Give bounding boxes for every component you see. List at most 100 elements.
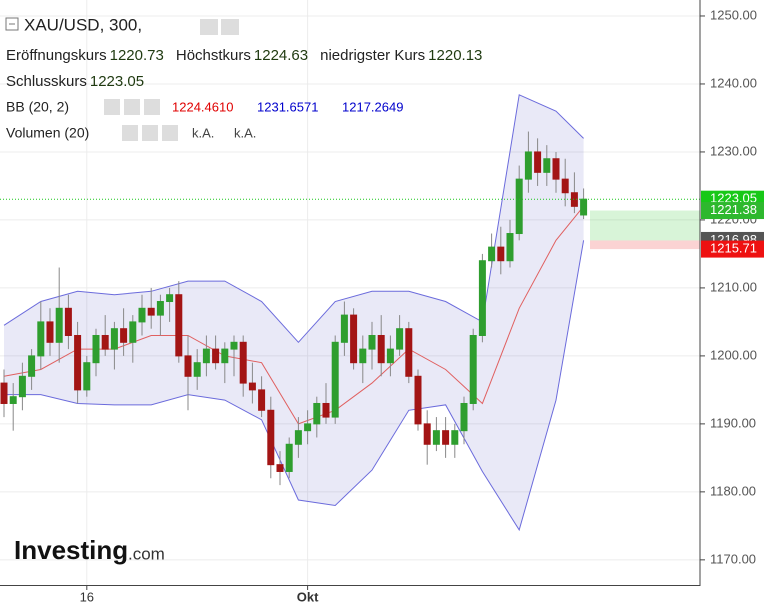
axis-labels: 1170.00 1180.00 1190.00 1200.00 1210.00 1220.… [80, 7, 764, 604]
indicator-value: 1217.2649 [342, 99, 403, 114]
candle-body [138, 307, 146, 323]
candle-body [147, 307, 155, 316]
candle-body [580, 198, 588, 216]
candle-body [221, 348, 229, 364]
symbol: XAU/USD, 300, [24, 15, 142, 34]
candle-body [0, 382, 8, 404]
price-label-box [701, 202, 764, 220]
icon[interactable] [200, 19, 218, 35]
candle-body [423, 423, 431, 445]
candle-body [248, 382, 256, 391]
legend-value: 1223.05 [90, 73, 144, 90]
candle-body [469, 334, 477, 404]
candle-body [534, 151, 542, 173]
y-tick-label: 1200.00 [710, 347, 757, 362]
candle-body [18, 375, 26, 398]
y-tick-label: 1230.00 [710, 143, 757, 158]
candle-body [340, 314, 348, 343]
candle-body [451, 430, 459, 445]
price-label: 1221.38 [710, 202, 757, 217]
candle-body [359, 348, 367, 364]
watermark-text: Investing [14, 535, 128, 565]
candle-body [506, 233, 514, 262]
indicator-value: 1224.4610 [172, 99, 233, 114]
bb-line [4, 240, 585, 532]
y-tick-label: 1240.00 [710, 75, 757, 90]
candle-body [239, 341, 247, 384]
indicator-name: BB (20, 2) [6, 99, 69, 115]
y-tick-label: 1170.00 [710, 551, 756, 566]
icon[interactable] [162, 125, 178, 141]
candle-body [543, 158, 551, 173]
price-label: 1215.71 [710, 241, 757, 256]
candle-body [478, 260, 486, 336]
candle-body [350, 314, 358, 364]
candle-body [101, 334, 109, 350]
candle-body [396, 328, 404, 350]
icon[interactable] [142, 125, 158, 141]
candle-body [28, 355, 36, 377]
indicator-value: k.A. [192, 125, 214, 140]
legend-value: 1224.63 [254, 47, 308, 64]
legend-label: Höchstkurs [176, 47, 251, 64]
candle-body [405, 328, 413, 377]
plot [0, 94, 700, 532]
candle-body [212, 348, 220, 364]
candle-body [322, 402, 330, 418]
candle-body [377, 334, 385, 364]
candle-body [497, 246, 505, 262]
candle-body [442, 430, 450, 445]
stop-zone [590, 240, 700, 250]
icon[interactable] [124, 99, 140, 115]
candle-body [120, 328, 128, 343]
indicator-value: k.A. [234, 125, 256, 140]
candle-body [552, 158, 560, 180]
position-zone [590, 210, 700, 241]
candle-body [285, 443, 293, 472]
y-tick-label: 1210.00 [710, 279, 757, 294]
candle-body [368, 334, 376, 350]
bb-fill [4, 94, 584, 530]
candle-body [460, 402, 468, 432]
candle-body [83, 362, 91, 391]
candle-body [156, 301, 164, 316]
candle-body [267, 409, 275, 466]
candle-body [9, 396, 17, 404]
candle-body [74, 334, 82, 391]
candle-body [129, 321, 137, 343]
watermark-text: .com [128, 544, 165, 563]
candle-body [46, 321, 54, 343]
icon[interactable] [122, 125, 138, 141]
icon[interactable] [104, 99, 120, 115]
candle-body [294, 430, 302, 445]
icon[interactable] [221, 19, 239, 35]
indicator-value: 1231.6571 [257, 99, 318, 114]
x-tick-label: 16 [80, 589, 94, 604]
collapse-icon[interactable] [5, 17, 19, 31]
legend-value: 1220.13 [428, 47, 482, 64]
indicator-name: Volumen (20) [6, 125, 89, 141]
candle-body [230, 341, 238, 350]
legend-label: Eröffnungskurs [6, 47, 107, 64]
candle-body [64, 307, 72, 336]
y-tick-label: 1190.00 [710, 415, 756, 430]
candle-body [92, 334, 100, 364]
legend-header: XAU/USD, 300, Eröffnungskurs 1220.73 Höchs… [5, 15, 482, 141]
price-label-box [701, 240, 764, 258]
candle-body [331, 341, 339, 418]
candle-body [276, 464, 284, 472]
y-tick-label: 1250.00 [710, 7, 757, 22]
icon[interactable] [144, 99, 160, 115]
candle-body [258, 389, 266, 411]
candle-body [570, 192, 578, 207]
candle-body [37, 321, 45, 357]
candle-body [304, 423, 312, 432]
candle-body [414, 375, 422, 425]
candle-body [193, 362, 201, 377]
legend-label: Schlusskurs [6, 73, 87, 90]
watermark: Investing .com [14, 535, 165, 565]
legend-label: niedrigster Kurs [320, 47, 425, 64]
candle-body [184, 355, 192, 377]
y-tick-label: 1180.00 [710, 483, 756, 498]
